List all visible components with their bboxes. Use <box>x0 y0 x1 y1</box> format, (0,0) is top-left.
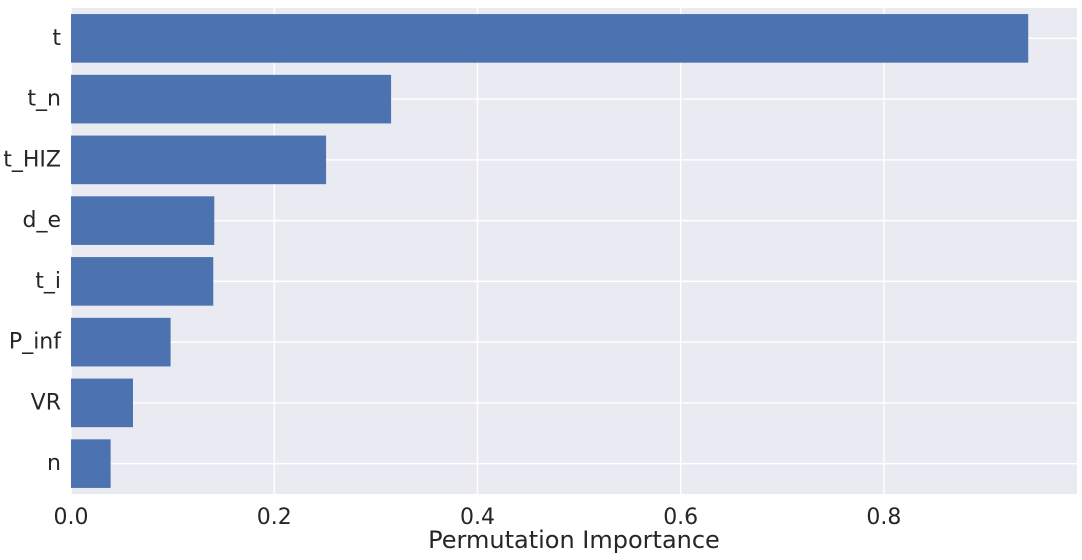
x-tick-label: 0.0 <box>54 505 89 530</box>
bar-n <box>71 439 111 488</box>
bar-p-inf <box>71 317 171 367</box>
y-tick-labels: t t_n t_HIZ d_e t_i P_inf VR n <box>3 26 62 476</box>
y-tick-label: t_i <box>35 269 61 294</box>
bar-t-hiz <box>71 135 327 185</box>
x-tick-label: 0.8 <box>866 505 901 530</box>
y-tick-label: P_inf <box>9 330 62 355</box>
y-tick-label: t <box>52 26 61 51</box>
y-tick-label: d_e <box>23 208 62 233</box>
x-tick-label: 0.2 <box>257 505 292 530</box>
bar-d-e <box>71 196 215 245</box>
y-tick-label: n <box>47 451 61 476</box>
bar-t-i <box>71 257 214 306</box>
x-axis-title: Permutation Importance <box>428 526 720 554</box>
bar-vr <box>71 378 133 428</box>
x-tick-label: 0.6 <box>663 505 698 530</box>
x-tick-label: 0.4 <box>460 505 495 530</box>
bars <box>71 14 1029 488</box>
y-tick-label: VR <box>31 390 61 415</box>
y-tick-label: t_HIZ <box>3 147 61 172</box>
bar-t-n <box>71 74 392 124</box>
x-tick-labels: 0.0 0.2 0.4 0.6 0.8 <box>54 505 902 530</box>
y-tick-label: t_n <box>27 87 61 112</box>
bar-t <box>71 14 1029 63</box>
